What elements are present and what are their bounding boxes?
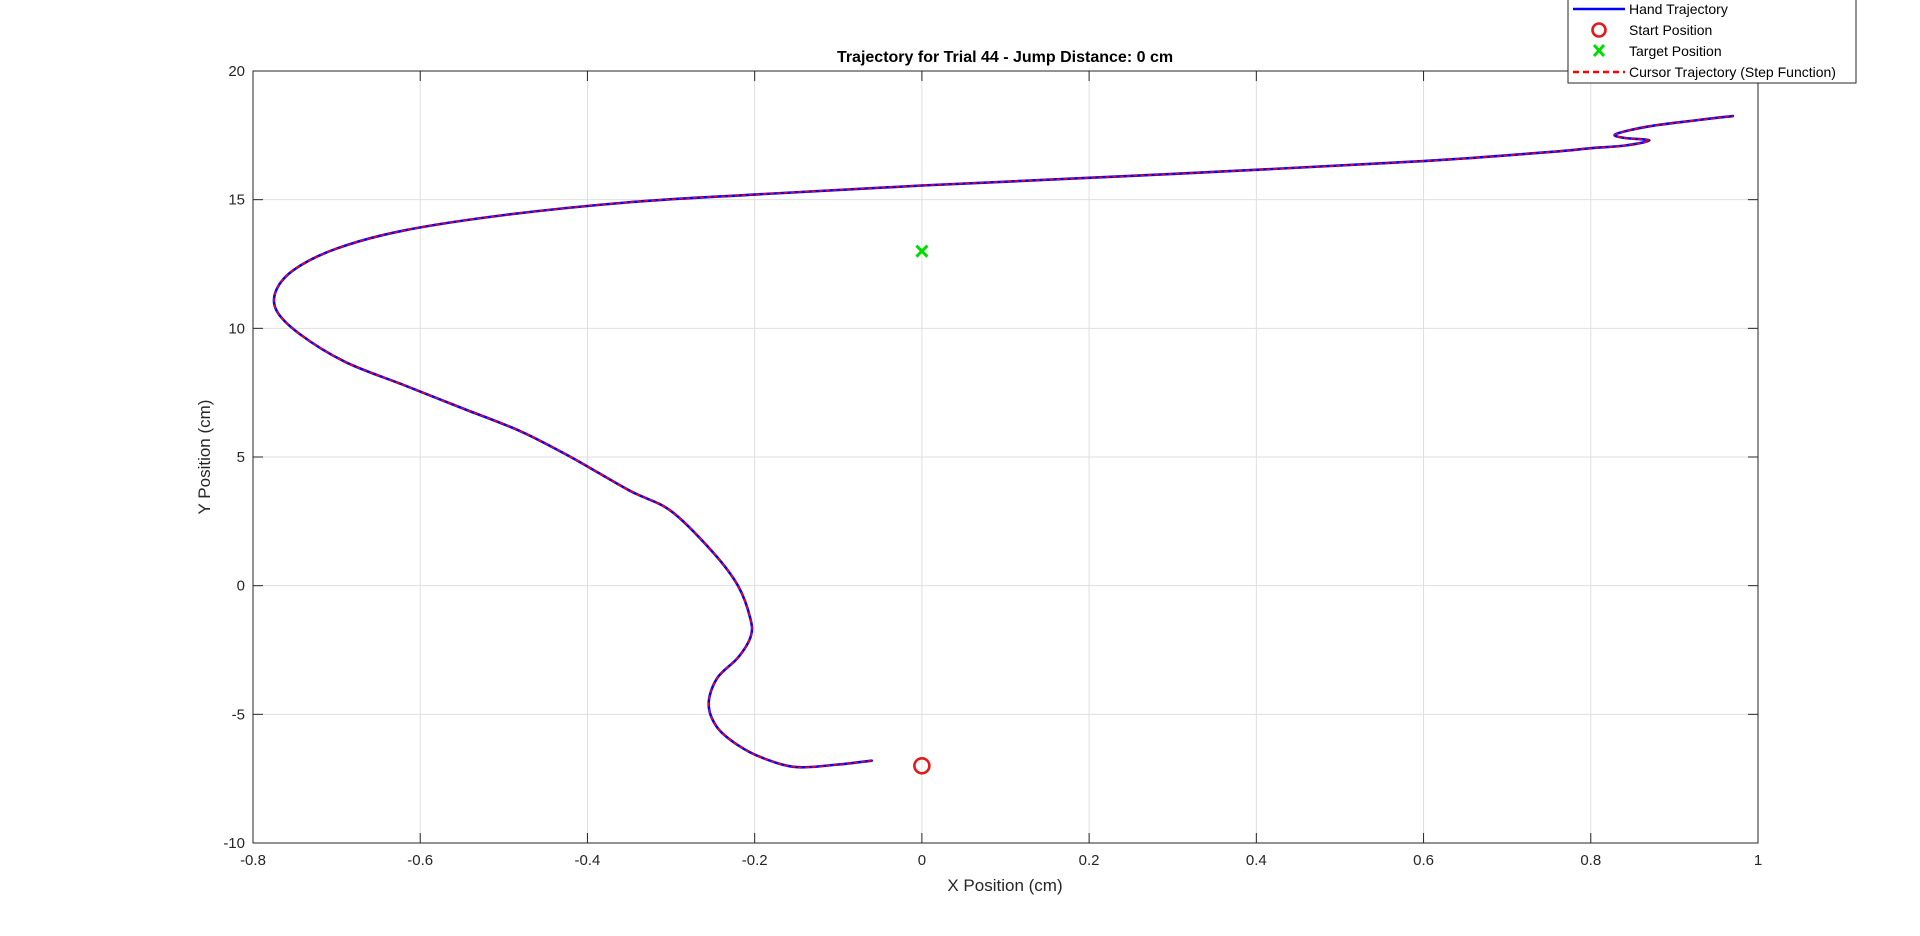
x-axis-label: X Position (cm) <box>947 876 1062 895</box>
target-marker-stroke <box>915 244 929 258</box>
y-axis-label: Y Position (cm) <box>195 400 214 515</box>
start-position-marker <box>913 756 931 775</box>
x-tick-label: 0.6 <box>1413 852 1434 869</box>
legend: Hand Trajectory Start Position Target Po… <box>1567 0 1857 84</box>
legend-cursor-trajectory-label: Cursor Trajectory (Step Function) <box>1629 64 1836 80</box>
x-tick-label: 0 <box>918 852 926 869</box>
y-tick-label: 20 <box>228 63 245 80</box>
chart-title: Trajectory for Trial 44 - Jump Distance:… <box>837 49 1173 66</box>
cursor-trajectory-line <box>273 115 1734 769</box>
axes-box <box>252 70 1759 844</box>
legend-target-position-swatch <box>1592 43 1606 58</box>
legend-target-position-label: Target Position <box>1629 43 1722 59</box>
y-tick-label: 15 <box>228 192 245 209</box>
target-position-marker <box>915 244 929 258</box>
x-tick-label: -0.2 <box>742 852 768 869</box>
x-tick-label: 1 <box>1754 852 1762 869</box>
legend-box <box>1567 0 1857 84</box>
y-tick-label: 5 <box>237 449 245 466</box>
y-tick-label: -5 <box>232 706 245 723</box>
x-tick-label: -0.4 <box>575 852 601 869</box>
tick-labels: -0.8 -0.6 -0.4 -0.2 0 0.2 0.4 0.6 0.8 1 -10 -5 0 5 10 1… <box>223 63 1762 869</box>
legend-start-position-swatch <box>1591 22 1607 38</box>
x-tick-label: -0.6 <box>407 852 433 869</box>
y-tick-label: 0 <box>237 578 245 595</box>
y-tick-label: -10 <box>223 835 245 852</box>
legend-start-position-label: Start Position <box>1629 22 1712 38</box>
x-tick-label: 0.8 <box>1580 852 1601 869</box>
y-tick-label: 10 <box>228 320 245 337</box>
x-tick-label: 0.2 <box>1079 852 1100 869</box>
x-tick-label: 0.4 <box>1246 852 1267 869</box>
series <box>272 114 1735 775</box>
x-tick-label: -0.8 <box>240 852 266 869</box>
legend-hand-trajectory-label: Hand Trajectory <box>1629 1 1728 17</box>
